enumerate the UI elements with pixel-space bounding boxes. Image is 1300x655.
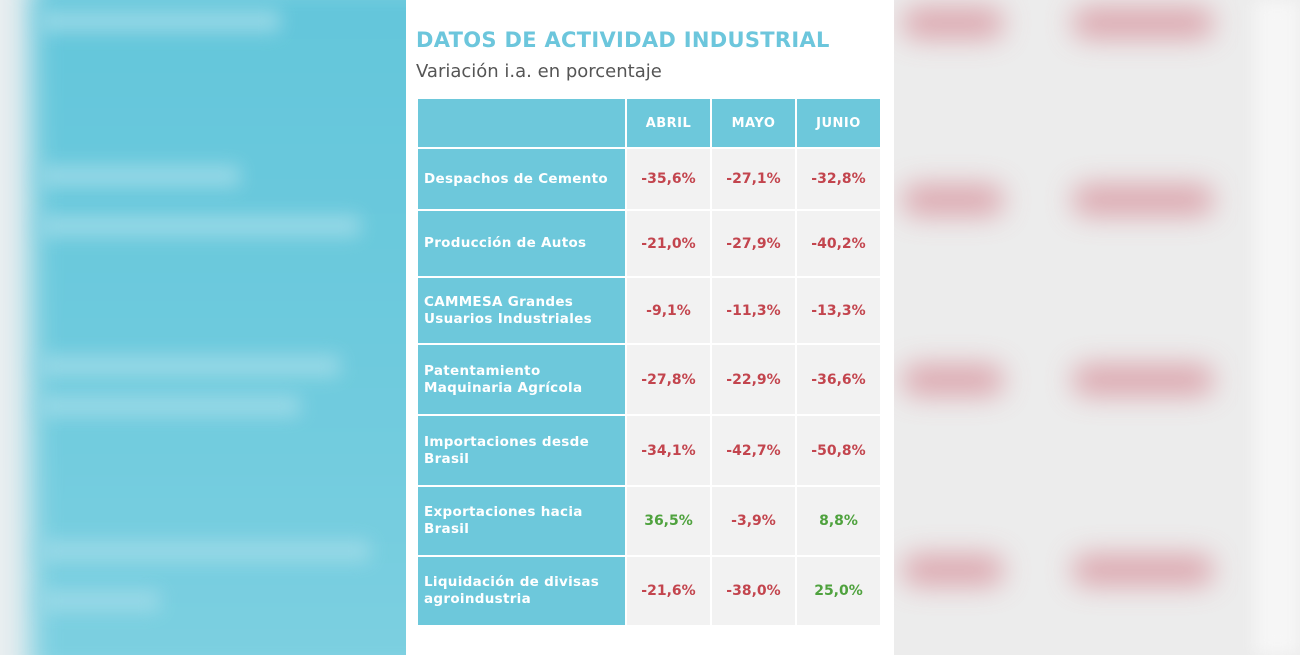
blurred-value (903, 185, 1003, 215)
cell-value: -32,8% (797, 149, 880, 209)
cell-value: -27,8% (627, 345, 710, 414)
blurred-value (903, 365, 1003, 395)
table-row: CAMMESA Grandes Usuarios Industriales -9… (418, 278, 880, 343)
blurred-value (1073, 555, 1213, 585)
cell-value: 25,0% (797, 557, 880, 625)
table-row: Importaciones desde Brasil -34,1% -42,7%… (418, 416, 880, 485)
page-subtitle: Variación i.a. en porcentaje (416, 61, 662, 82)
blurred-background-left (0, 0, 410, 655)
table-row: Producción de Autos -21,0% -27,9% -40,2% (418, 211, 880, 276)
row-label: Liquidación de divisas agroindustria (418, 557, 625, 625)
blurred-value (1073, 365, 1213, 395)
cell-value: -38,0% (712, 557, 795, 625)
page-title: DATOS DE ACTIVIDAD INDUSTRIAL (416, 28, 830, 52)
data-card: DATOS DE ACTIVIDAD INDUSTRIAL Variación … (406, 0, 894, 655)
blurred-value (1073, 8, 1213, 38)
cell-value: -40,2% (797, 211, 880, 276)
cell-value: 8,8% (797, 487, 880, 555)
cell-value: -13,3% (797, 278, 880, 343)
column-header-mayo: MAYO (712, 99, 795, 147)
cell-value: -50,8% (797, 416, 880, 485)
blurred-stripe (40, 165, 240, 187)
cell-value: -21,6% (627, 557, 710, 625)
blurred-stripe (40, 10, 280, 32)
row-label: Exportaciones hacia Brasil (418, 487, 625, 555)
table-row: Liquidación de divisas agroindustria -21… (418, 557, 880, 625)
cell-value: -27,9% (712, 211, 795, 276)
column-header-label (418, 99, 625, 147)
cell-value: -9,1% (627, 278, 710, 343)
cell-value: -36,6% (797, 345, 880, 414)
blurred-stripe (40, 590, 160, 612)
blurred-stripe (40, 355, 340, 377)
cell-value: 36,5% (627, 487, 710, 555)
blurred-stripe (40, 540, 370, 562)
row-label: Patentamiento Maquinaria Agrícola (418, 345, 625, 414)
cell-value: -35,6% (627, 149, 710, 209)
cell-value: -27,1% (712, 149, 795, 209)
blurred-value (903, 555, 1003, 585)
cell-value: -22,9% (712, 345, 795, 414)
row-label: Producción de Autos (418, 211, 625, 276)
table-row: Exportaciones hacia Brasil 36,5% -3,9% 8… (418, 487, 880, 555)
blurred-value (903, 8, 1003, 38)
column-header-abril: ABRIL (627, 99, 710, 147)
blurred-stripe (40, 215, 360, 237)
table-row: Despachos de Cemento -35,6% -27,1% -32,8… (418, 149, 880, 209)
table-row: Patentamiento Maquinaria Agrícola -27,8%… (418, 345, 880, 414)
blurred-value (1073, 185, 1213, 215)
cell-value: -21,0% (627, 211, 710, 276)
table-header-row: ABRIL MAYO JUNIO (418, 99, 880, 147)
blurred-edge (1255, 0, 1300, 655)
cell-value: -3,9% (712, 487, 795, 555)
blurred-stripe (40, 395, 300, 417)
industrial-activity-table: ABRIL MAYO JUNIO Despachos de Cemento -3… (416, 97, 882, 627)
column-header-junio: JUNIO (797, 99, 880, 147)
cell-value: -34,1% (627, 416, 710, 485)
row-label: CAMMESA Grandes Usuarios Industriales (418, 278, 625, 343)
row-label: Despachos de Cemento (418, 149, 625, 209)
cell-value: -42,7% (712, 416, 795, 485)
blurred-background-right (893, 0, 1300, 655)
row-label: Importaciones desde Brasil (418, 416, 625, 485)
cell-value: -11,3% (712, 278, 795, 343)
